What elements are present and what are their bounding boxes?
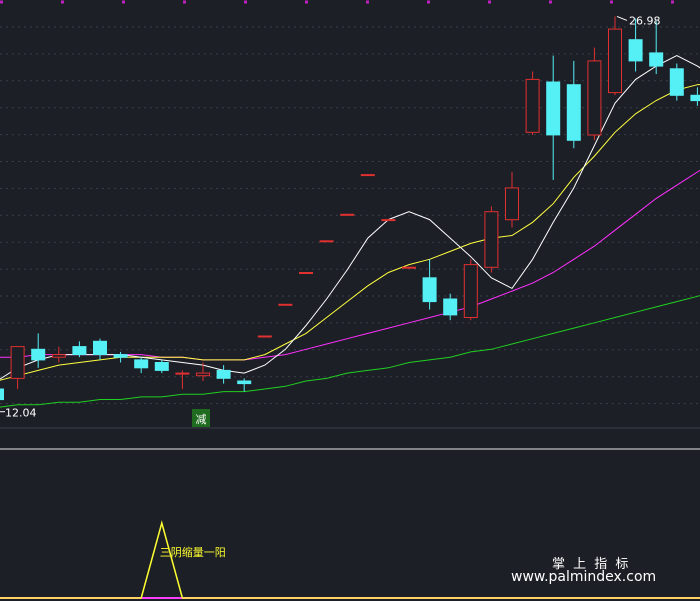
candle-body bbox=[546, 81, 561, 136]
grid-lines bbox=[0, 26, 700, 405]
candle bbox=[319, 240, 334, 243]
indicator-line bbox=[0, 520, 700, 599]
candle-body bbox=[134, 359, 149, 369]
candlesticks bbox=[0, 16, 700, 401]
signal-box bbox=[192, 409, 210, 427]
candle-body bbox=[525, 78, 540, 133]
candle bbox=[299, 272, 313, 274]
candle-body bbox=[422, 277, 437, 303]
candle bbox=[546, 55, 561, 180]
candle bbox=[216, 365, 231, 384]
candle-body bbox=[484, 211, 499, 268]
candle bbox=[113, 351, 128, 363]
candle bbox=[31, 333, 46, 368]
candle bbox=[278, 303, 293, 306]
candle bbox=[175, 370, 190, 389]
candle-body bbox=[154, 362, 169, 371]
candle-body bbox=[299, 272, 313, 274]
candle-body bbox=[216, 369, 231, 379]
candle bbox=[402, 266, 416, 269]
signal-label: 减 bbox=[196, 413, 207, 426]
candle bbox=[154, 359, 169, 374]
low-price-label: 12.04 bbox=[5, 407, 37, 420]
ma20-line bbox=[0, 169, 700, 361]
candle-body bbox=[669, 68, 684, 96]
candle bbox=[0, 388, 4, 401]
candle-body bbox=[340, 213, 355, 216]
candle-body bbox=[649, 52, 664, 67]
candle bbox=[690, 87, 700, 106]
high-price-label: 26.98 bbox=[629, 14, 661, 27]
price-panel: 26.98 12.04 减 bbox=[0, 0, 700, 427]
candle bbox=[566, 60, 581, 149]
candle bbox=[196, 362, 210, 382]
candle bbox=[93, 338, 107, 360]
candle-body bbox=[587, 60, 602, 136]
candle bbox=[422, 259, 437, 310]
candle bbox=[608, 16, 622, 96]
candle-body bbox=[690, 94, 700, 102]
ma60-line bbox=[0, 295, 700, 408]
candle bbox=[360, 174, 375, 177]
candle-body bbox=[443, 298, 458, 316]
candle-body bbox=[51, 354, 66, 358]
candle bbox=[237, 378, 252, 392]
candle-body bbox=[72, 346, 87, 356]
candle-body bbox=[0, 388, 4, 401]
candle bbox=[669, 63, 684, 101]
candle bbox=[525, 71, 540, 135]
candle-body bbox=[175, 372, 190, 375]
candle-body bbox=[628, 39, 643, 62]
indicator-panel: 三阴缩量一阳 bbox=[0, 520, 700, 599]
candle-body bbox=[196, 372, 210, 377]
candle bbox=[134, 357, 149, 374]
indicator-signal: 三阴缩量一阳 bbox=[0, 520, 700, 599]
candle-body bbox=[566, 84, 581, 141]
candle-body bbox=[113, 354, 128, 358]
candle-body bbox=[278, 303, 293, 306]
candle bbox=[463, 259, 478, 321]
candle bbox=[443, 293, 458, 321]
candle-body bbox=[381, 219, 396, 222]
indicator-signal-label: 三阴缩量一阳 bbox=[160, 546, 226, 559]
candle bbox=[649, 21, 664, 75]
watermark-title: 掌 上 指 标 bbox=[552, 557, 631, 572]
candle bbox=[340, 213, 355, 216]
price-labels: 26.98 12.04 减 bbox=[0, 14, 661, 427]
candle bbox=[484, 206, 499, 273]
candle-body bbox=[360, 174, 375, 177]
candle-body bbox=[319, 240, 334, 243]
candle-body bbox=[237, 380, 252, 385]
candle-body bbox=[93, 340, 107, 355]
candle bbox=[257, 335, 272, 338]
candle-body bbox=[402, 266, 416, 269]
watermark-url: www.palmindex.com bbox=[511, 569, 657, 585]
candle bbox=[51, 346, 66, 363]
candle-body bbox=[10, 346, 25, 379]
candle-body bbox=[505, 187, 519, 221]
candle-body bbox=[257, 335, 272, 338]
candle bbox=[628, 18, 643, 72]
high-pointer bbox=[616, 15, 628, 21]
candle bbox=[381, 219, 396, 222]
candle bbox=[587, 47, 602, 141]
candle-body bbox=[31, 348, 46, 361]
candle bbox=[505, 171, 519, 228]
candle bbox=[72, 341, 87, 358]
candle-body bbox=[463, 264, 478, 319]
candle-body bbox=[608, 28, 622, 94]
candle bbox=[10, 346, 25, 389]
